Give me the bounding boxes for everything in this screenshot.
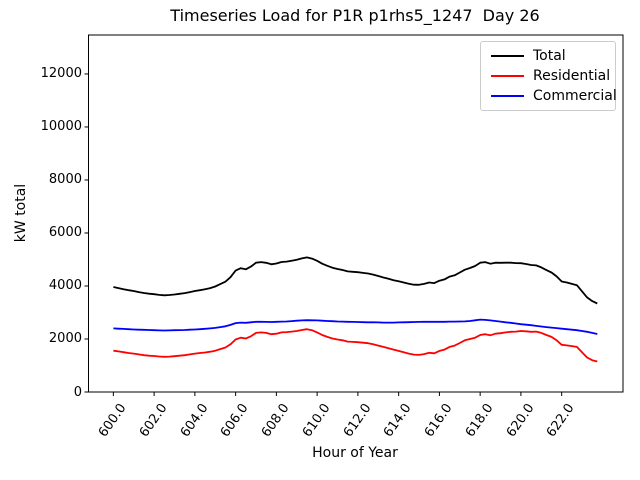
legend-label-total: Total (533, 48, 566, 64)
legend-label-commercial: Commercial (533, 88, 617, 104)
residential-line-swatch (491, 75, 524, 77)
commercial-line-swatch (491, 95, 524, 97)
axes-spines (88, 34, 624, 393)
y-tick-label: 8000 (48, 172, 82, 188)
y-tick-label: 2000 (48, 331, 82, 347)
y-tick-label: 10000 (40, 119, 82, 135)
legend-label-residential: Residential (533, 68, 611, 84)
legend-item-commercial: Commercial (491, 86, 617, 106)
y-tick-label: 12000 (40, 66, 82, 82)
y-tick-label: 4000 (48, 278, 82, 294)
legend: Total Residential Commercial (480, 41, 617, 111)
series-line-total (113, 256, 598, 305)
legend-item-residential: Residential (491, 66, 615, 86)
y-axis-label: kW total (13, 183, 29, 243)
y-tick-label: 0 (73, 384, 82, 400)
series-line-residential (113, 328, 598, 363)
legend-item-total: Total (491, 46, 615, 66)
y-tick-label: 6000 (48, 225, 82, 241)
x-axis-label: Hour of Year (312, 445, 398, 461)
total-line-swatch (491, 55, 524, 57)
chart-title: Timeseries Load for P1R p1rhs5_1247 Day … (170, 6, 540, 25)
series-line-commercial (113, 318, 598, 335)
